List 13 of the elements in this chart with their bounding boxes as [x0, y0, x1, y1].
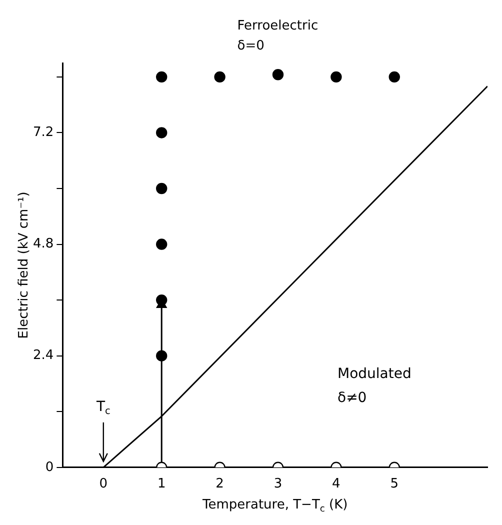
x-tick-label: 5 — [390, 476, 399, 492]
x-tick-label: 3 — [274, 476, 282, 492]
x-tick-label: 4 — [332, 476, 340, 492]
y-tick-label: 4.8 — [32, 236, 54, 252]
y-tick-label: 0 — [45, 460, 54, 475]
x-tick-label: 1 — [157, 476, 166, 492]
y-axis-title: Electric field (kV cm⁻¹) — [16, 192, 32, 339]
x-tick-label: 2 — [216, 476, 224, 492]
y-tick-label: 7.2 — [32, 125, 54, 140]
annotation: Modulated δ≠0 — [338, 366, 412, 406]
x-tick-label: 0 — [99, 476, 108, 492]
text: Ferroelectric δ=0 — [237, 18, 318, 54]
y-tick-label: 2.4 — [32, 348, 54, 364]
